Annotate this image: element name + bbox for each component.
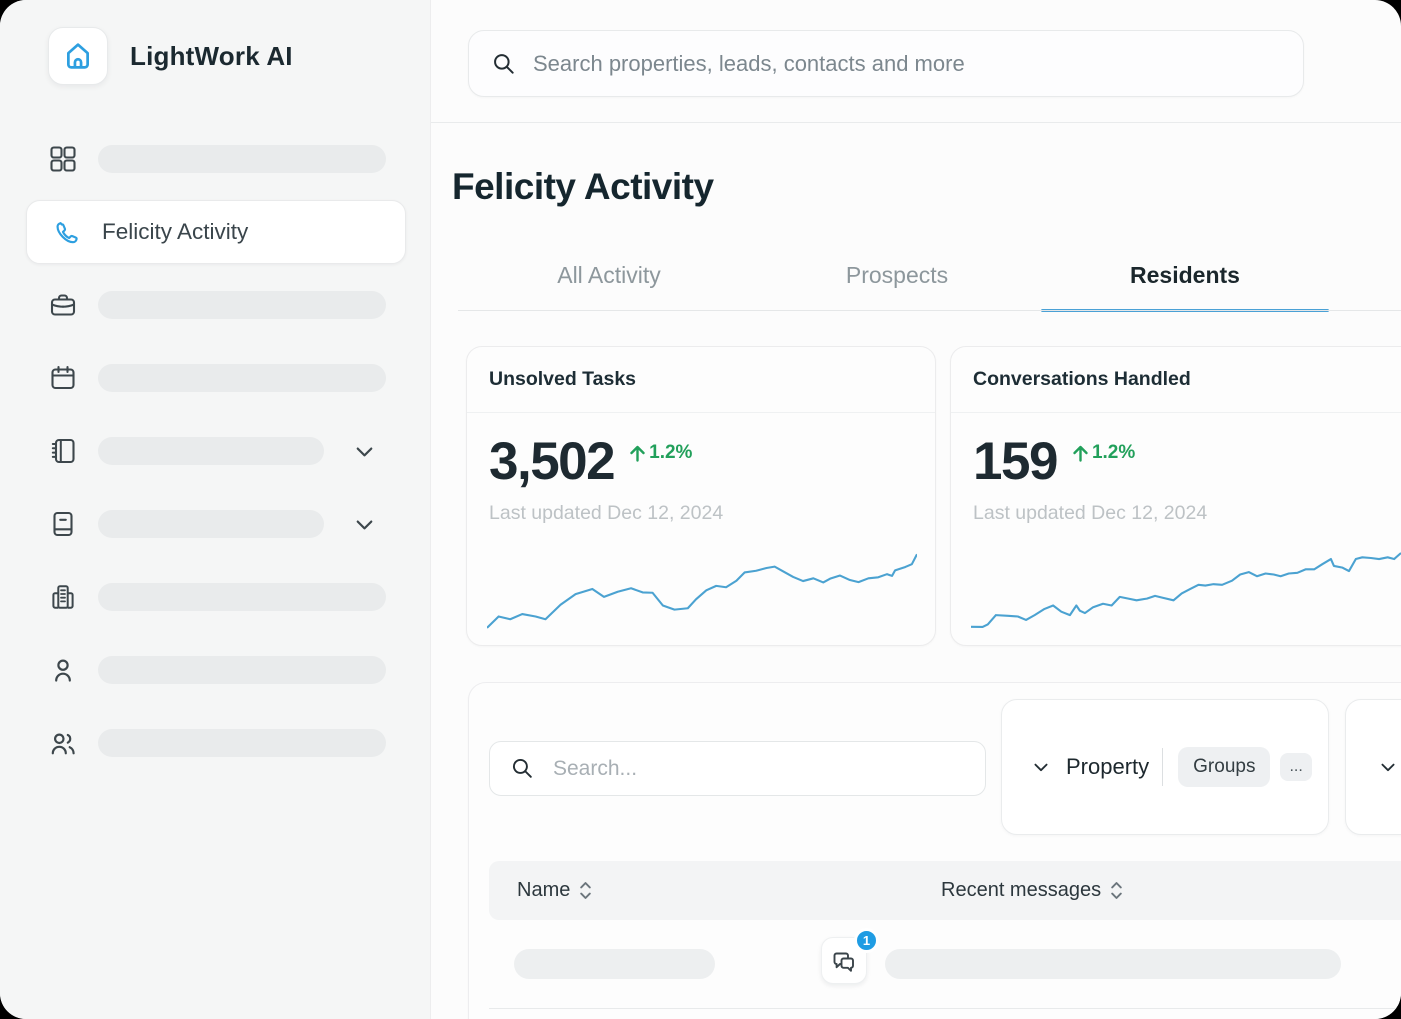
sidebar-item-leads[interactable] (0, 289, 431, 321)
up-arrow-icon (1073, 445, 1088, 462)
global-search-input[interactable] (531, 49, 1281, 78)
list-search-input[interactable] (551, 755, 965, 782)
calendar-icon (51, 365, 75, 390)
property-filter: Property Groups ... (1001, 699, 1329, 835)
tab-bar-divider (458, 310, 1401, 311)
house-icon (67, 43, 89, 69)
sidebar: LightWork AI Felicity Activity (0, 0, 431, 1019)
tab-prospects[interactable]: Prospects (845, 262, 949, 288)
skeleton-bar (98, 583, 386, 611)
table-header: Name Recent messages (489, 861, 1401, 920)
stat-card-title: Unsolved Tasks (467, 347, 935, 413)
sidebar-nav: Felicity Activity (0, 143, 431, 800)
chevron-down-icon[interactable] (1029, 755, 1053, 779)
page-title: Felicity Activity (452, 166, 714, 207)
up-arrow-icon (630, 445, 645, 462)
unread-count-badge: 1 (854, 928, 879, 953)
sort-icon[interactable] (1110, 880, 1123, 901)
sidebar-item-book[interactable] (0, 508, 431, 540)
message-skeleton (885, 949, 1341, 979)
chevron-down-icon[interactable] (350, 510, 379, 539)
sidebar-item-dashboard[interactable] (0, 143, 431, 175)
column-label: Name (517, 879, 571, 901)
skeleton-bar (98, 437, 324, 465)
grid-icon (50, 146, 76, 172)
app-logo[interactable] (48, 27, 108, 85)
sidebar-item-team[interactable] (0, 727, 431, 759)
tab-maintenance[interactable]: Maintenance (1329, 246, 1401, 310)
sidebar-item-label: Felicity Activity (102, 219, 249, 244)
secondary-filter[interactable] (1345, 699, 1401, 835)
tab-all-activity[interactable]: All Activity (557, 262, 661, 288)
sparkline-chart (487, 547, 917, 633)
tab-bar: All Activity Prospects Residents Mainten… (465, 246, 1401, 312)
name-skeleton (514, 949, 715, 979)
stat-delta: 1.2% (627, 442, 692, 464)
open-conversation-button[interactable]: 1 (821, 928, 879, 984)
stat-delta-value: 1.2% (1091, 442, 1136, 463)
header-divider (431, 122, 1401, 123)
stat-delta: 1.2% (1070, 442, 1135, 464)
more-options-button[interactable]: ... (1280, 753, 1312, 781)
column-header-name[interactable]: Name (517, 861, 592, 920)
app-name: LightWork AI (130, 41, 293, 71)
skeleton-bar (98, 364, 386, 392)
briefcase-icon (50, 294, 76, 316)
tab-residents[interactable]: Residents (1041, 246, 1329, 312)
column-header-recent-messages[interactable]: Recent messages (941, 861, 1123, 920)
building-icon (52, 585, 74, 609)
sidebar-item-calendar[interactable] (0, 362, 431, 394)
sidebar-item-contact[interactable] (0, 654, 431, 686)
search-icon (494, 53, 514, 74)
chevron-down-icon (1381, 763, 1395, 772)
stat-value: 3,502 (489, 432, 616, 491)
sidebar-item-properties[interactable] (0, 581, 431, 613)
skeleton-bar (98, 656, 386, 684)
sparkline-chart (971, 547, 1401, 633)
book-icon (53, 511, 73, 537)
sidebar-item-notebook[interactable] (0, 435, 431, 467)
skeleton-bar (98, 291, 386, 319)
property-filter-label[interactable]: Property (1066, 754, 1150, 779)
global-search[interactable] (468, 30, 1304, 97)
sidebar-item-felicity-activity[interactable]: Felicity Activity (26, 200, 406, 264)
chat-bubbles-icon (833, 952, 854, 972)
filter-divider (1162, 748, 1164, 786)
users-icon (51, 733, 75, 755)
list-search[interactable] (489, 741, 986, 796)
skeleton-bar (98, 510, 324, 538)
chevron-down-icon[interactable] (350, 437, 379, 466)
skeleton-bar (98, 145, 386, 173)
residents-list-panel: Property Groups ... Name Recent messages… (468, 682, 1401, 1019)
search-icon (512, 758, 532, 778)
user-icon (55, 659, 71, 682)
column-label: Recent messages (941, 879, 1102, 901)
stat-card-conversations-handled: Conversations Handled 159 1.2% Last upda… (950, 346, 1401, 646)
stat-updated-text: Last updated Dec 12, 2024 (973, 502, 1208, 524)
stat-updated-text: Last updated Dec 12, 2024 (489, 502, 724, 524)
sort-icon[interactable] (579, 880, 592, 901)
skeleton-bar (98, 729, 386, 757)
stat-card-unsolved-tasks: Unsolved Tasks 3,502 1.2% Last updated D… (466, 346, 936, 646)
phone-icon (56, 221, 78, 243)
row-divider (489, 1008, 1401, 1009)
groups-button[interactable]: Groups (1178, 747, 1271, 787)
table-row[interactable]: 1 (489, 920, 1401, 1009)
stat-card-title: Conversations Handled (951, 347, 1401, 413)
stat-value: 159 (973, 432, 1058, 491)
stat-delta-value: 1.2% (649, 442, 693, 463)
notebook-icon (51, 438, 75, 464)
